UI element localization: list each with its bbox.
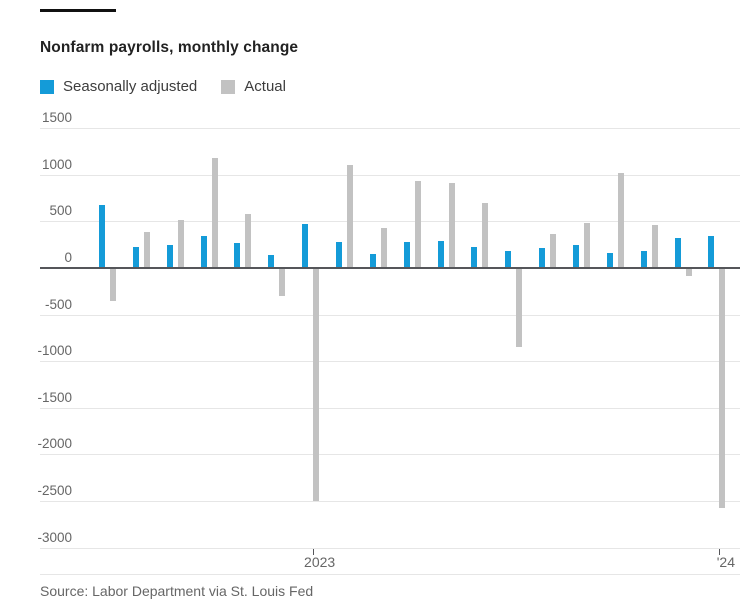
legend-item-seasonally-adjusted: Seasonally adjusted [40, 78, 197, 95]
legend-swatch-seasonally-adjusted-icon [40, 79, 54, 94]
bar-actual [110, 269, 116, 301]
bar-actual [245, 214, 252, 268]
legend-label-seasonally-adjusted: Seasonally adjusted [63, 78, 198, 95]
y-tick-label: -1000 [37, 343, 72, 359]
bar-actual [448, 182, 455, 268]
bar-seasonally-adjusted [268, 254, 275, 268]
bar-seasonally-adjusted [708, 236, 715, 268]
bar-seasonally-adjusted [437, 240, 444, 268]
legend-swatch-actual-icon [221, 79, 236, 94]
bar-actual [550, 233, 557, 268]
chart-title: Nonfarm payrolls, monthly change [40, 39, 299, 56]
bar-seasonally-adjusted [640, 251, 647, 268]
bar-seasonally-adjusted [132, 246, 139, 268]
bar-seasonally-adjusted [606, 252, 613, 268]
gridline [40, 221, 740, 223]
bar-actual [313, 269, 320, 501]
y-tick-label: -3000 [37, 529, 72, 545]
bar-seasonally-adjusted [369, 254, 376, 268]
legend: Seasonally adjusted Actual [40, 78, 286, 95]
gridline [40, 128, 740, 130]
gridline [40, 454, 740, 456]
bar-seasonally-adjusted [99, 204, 105, 268]
bar-actual [143, 231, 150, 268]
bar-actual [482, 202, 489, 268]
bar-actual [346, 164, 353, 268]
bar-seasonally-adjusted [674, 237, 681, 268]
gridline [40, 407, 740, 409]
bar-seasonally-adjusted [302, 224, 309, 268]
x-tick-label: 2023 [304, 553, 336, 570]
y-tick-label: 1000 [41, 156, 72, 172]
bar-actual [651, 225, 658, 268]
bar-seasonally-adjusted [471, 246, 478, 268]
gridline [40, 361, 740, 363]
bar-actual [279, 269, 286, 296]
bar-seasonally-adjusted [234, 243, 241, 268]
y-tick-label: 500 [49, 203, 72, 219]
bar-actual [414, 181, 421, 268]
y-tick-label: 0 [64, 250, 72, 265]
bar-actual [719, 269, 726, 508]
source-note: Source: Labor Department via St. Louis F… [40, 583, 314, 599]
bar-seasonally-adjusted [335, 241, 342, 268]
y-tick-label: -2000 [37, 436, 72, 452]
bar-actual [516, 269, 523, 348]
top-rule [40, 9, 116, 12]
bar-seasonally-adjusted [572, 245, 579, 268]
bottom-hairline [40, 574, 740, 575]
bar-seasonally-adjusted [166, 245, 173, 268]
zero-axis-line [40, 267, 740, 269]
x-tick-label: '24 [716, 553, 735, 570]
legend-item-actual: Actual [221, 78, 286, 95]
bar-seasonally-adjusted [505, 251, 512, 268]
y-tick-label: 1500 [41, 110, 72, 126]
x-tick [312, 548, 315, 555]
bar-actual [177, 220, 184, 268]
bar-seasonally-adjusted [403, 241, 410, 268]
bar-actual [583, 223, 590, 268]
bar-actual [617, 173, 624, 268]
y-tick-label: -500 [44, 296, 72, 312]
gridline [40, 174, 740, 176]
bar-seasonally-adjusted [200, 235, 207, 268]
y-tick-label: -2500 [37, 483, 72, 498]
y-tick-label: -1500 [37, 389, 72, 405]
bar-actual [211, 158, 218, 268]
legend-label-actual: Actual [244, 78, 286, 95]
gridline [40, 501, 740, 502]
bar-seasonally-adjusted [539, 248, 546, 268]
bar-actual [380, 228, 387, 268]
gridline [40, 547, 740, 549]
bar-actual [685, 269, 692, 277]
x-tick [718, 548, 721, 555]
gridline [40, 314, 740, 316]
